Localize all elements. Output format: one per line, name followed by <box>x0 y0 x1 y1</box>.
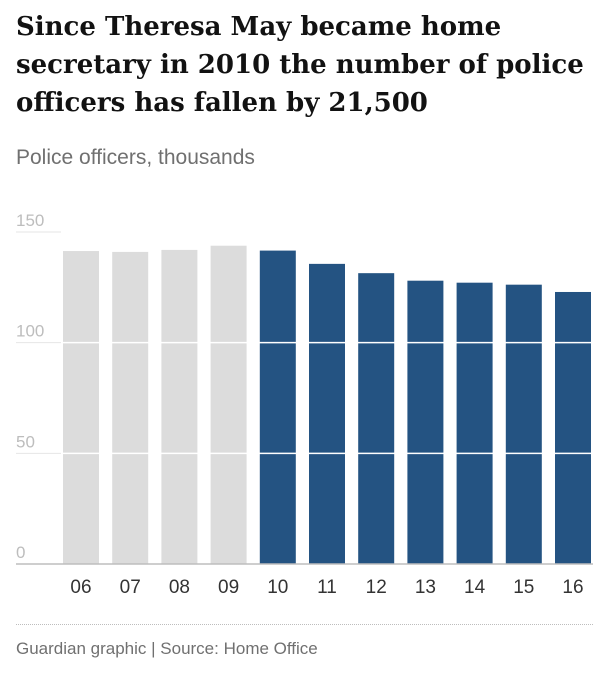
x-tick-label-08: 08 <box>169 577 190 598</box>
x-tick-label-13: 13 <box>415 577 436 598</box>
bar-chart: 0 50 100 150 06 07 08 09 10 11 12 13 14 15 16 <box>16 211 593 598</box>
bar-15 <box>505 284 542 564</box>
y-tick-label-50: 50 <box>16 432 35 451</box>
footer-divider <box>16 624 593 625</box>
chart-subtitle: Police officers, thousands <box>16 146 255 169</box>
chart-title: Since Theresa May became home secretary … <box>16 12 584 118</box>
bar-06 <box>63 251 99 564</box>
x-tick-label-15: 15 <box>513 577 534 598</box>
bar-09 <box>210 245 247 565</box>
x-tick-label-11: 11 <box>317 577 337 598</box>
x-tick-label-07: 07 <box>120 577 141 598</box>
x-tick-label-14: 14 <box>464 577 486 598</box>
y-tick-label-100: 100 <box>16 322 44 341</box>
source-note: Guardian graphic | Source: Home Office <box>16 639 318 658</box>
y-tick-label-150: 150 <box>16 211 44 230</box>
bar-10 <box>259 250 296 565</box>
x-tick-label-12: 12 <box>366 577 387 598</box>
x-tick-label-10: 10 <box>267 577 288 598</box>
y-tick-label-0: 0 <box>16 543 25 562</box>
bar-08 <box>161 249 198 564</box>
bar-11 <box>309 263 345 564</box>
x-tick-label-06: 06 <box>70 577 91 598</box>
bar-12 <box>358 273 395 564</box>
bar-13 <box>407 280 444 564</box>
bar-14 <box>456 282 493 564</box>
x-tick-label-16: 16 <box>562 577 583 598</box>
x-tick-label-09: 09 <box>218 577 239 598</box>
bar-16 <box>555 291 591 564</box>
bar-07 <box>112 251 149 565</box>
